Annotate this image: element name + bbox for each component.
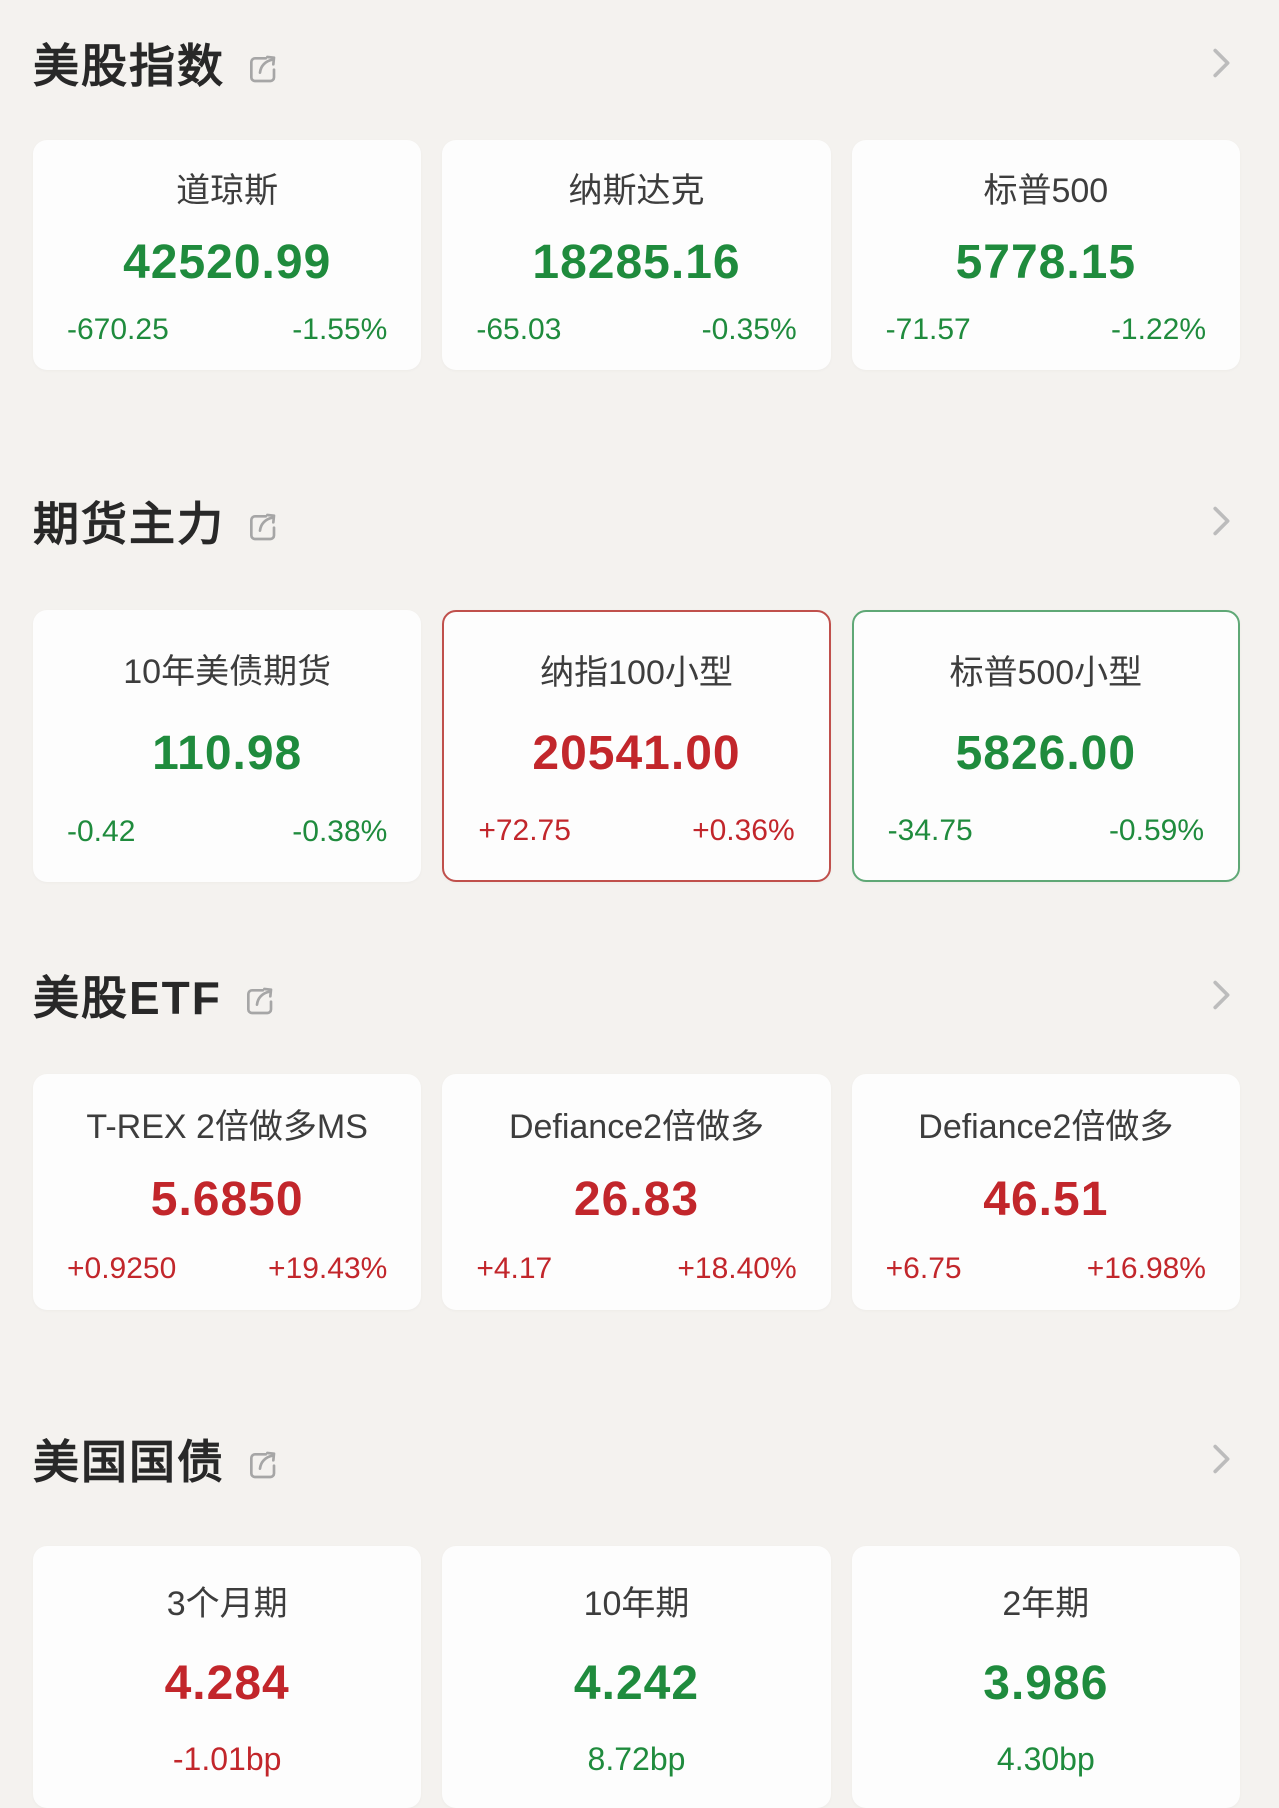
market-section: 美国国债 3个月期 4.284 -1.01bp 10年期 4.24 [0, 1426, 1279, 1808]
quote-card[interactable]: 道琼斯 42520.99 -670.25 -1.55% [33, 140, 422, 370]
card-list: 3个月期 4.284 -1.01bp 10年期 4.242 8.72bp 2年期… [0, 1546, 1279, 1808]
section-title: 美股ETF [33, 972, 222, 1024]
price-change-percent: -1.22% [1110, 313, 1206, 346]
share-icon[interactable] [243, 49, 283, 89]
price-change: 4.30bp [996, 1740, 1095, 1777]
price-change: +6.75 [885, 1251, 962, 1285]
price-change-percent: -0.59% [1108, 813, 1204, 847]
change-row: -1.01bp [33, 1741, 421, 1778]
last-price: 110.98 [152, 727, 303, 780]
quote-card[interactable]: 纳指100小型 20541.00 +72.75 +0.36% [442, 610, 831, 882]
change-row: 8.72bp [442, 1741, 830, 1778]
instrument-name: T-REX 2倍做多MS [86, 1107, 368, 1146]
market-section: 美股ETF T-REX 2倍做多MS 5.6850 +0.9250 +19.43… [0, 962, 1279, 1310]
last-price: 42520.99 [123, 236, 332, 289]
price-change: -670.25 [67, 313, 169, 346]
instrument-name: 标普500小型 [949, 653, 1143, 692]
price-change: +4.17 [476, 1251, 553, 1285]
price-change: -34.75 [887, 813, 973, 847]
chevron-right-icon[interactable] [1197, 972, 1243, 1018]
quote-card[interactable]: 3个月期 4.284 -1.01bp [33, 1546, 422, 1808]
instrument-name: 道琼斯 [176, 172, 279, 210]
share-icon[interactable] [243, 507, 283, 547]
instrument-name: Defiance2倍做多 [918, 1107, 1174, 1146]
price-change-percent: +16.98% [1086, 1251, 1206, 1285]
quote-card[interactable]: 2年期 3.986 4.30bp [851, 1546, 1240, 1808]
quote-card[interactable]: Defiance2倍做多 26.83 +4.17 +18.40% [442, 1074, 831, 1310]
change-row: +0.9250 +19.43% [33, 1252, 421, 1286]
price-change-percent: -0.38% [292, 814, 388, 848]
instrument-name: 纳指100小型 [540, 653, 733, 692]
change-row: -65.03 -0.35% [442, 313, 830, 347]
market-section: 美股指数 道琼斯 42520.99 -670.25 -1.55% 纳斯达克 [0, 30, 1279, 370]
change-row: +6.75 +16.98% [852, 1252, 1240, 1286]
quote-card[interactable]: 纳斯达克 18285.16 -65.03 -0.35% [442, 140, 831, 370]
instrument-name: 10年美债期货 [123, 652, 332, 691]
last-price: 5826.00 [955, 727, 1137, 780]
chevron-right-icon[interactable] [1197, 498, 1243, 544]
price-change: +0.9250 [67, 1251, 177, 1285]
instrument-name: Defiance2倍做多 [508, 1107, 765, 1146]
section-header: 美国国债 [0, 1426, 1279, 1492]
section-title: 期货主力 [33, 498, 225, 550]
price-change: -65.03 [476, 313, 562, 346]
chevron-right-icon[interactable] [1197, 40, 1243, 86]
change-row: +4.17 +18.40% [442, 1252, 830, 1286]
section-header: 美股指数 [0, 30, 1279, 96]
last-price: 46.51 [983, 1173, 1109, 1226]
instrument-name: 3个月期 [166, 1585, 288, 1624]
last-price: 5778.15 [955, 236, 1137, 289]
instrument-name: 10年期 [583, 1585, 690, 1624]
price-change: -71.57 [885, 313, 971, 346]
last-price: 4.242 [573, 1656, 700, 1710]
price-change: -0.42 [67, 814, 136, 848]
price-change: -1.01bp [172, 1740, 282, 1777]
share-icon[interactable] [240, 981, 280, 1021]
last-price: 18285.16 [532, 236, 741, 289]
instrument-name: 2年期 [1002, 1585, 1090, 1624]
change-row: -34.75 -0.59% [854, 814, 1238, 848]
card-list: 道琼斯 42520.99 -670.25 -1.55% 纳斯达克 18285.1… [0, 140, 1279, 370]
quote-card[interactable]: 10年期 4.242 8.72bp [442, 1546, 831, 1808]
section-title: 美股指数 [33, 40, 225, 92]
section-title: 美国国债 [33, 1436, 225, 1488]
quote-card[interactable]: Defiance2倍做多 46.51 +6.75 +16.98% [851, 1074, 1240, 1310]
price-change-percent: -1.55% [292, 313, 388, 346]
last-price: 26.83 [573, 1173, 700, 1226]
quote-card[interactable]: 标普500小型 5826.00 -34.75 -0.59% [851, 610, 1240, 882]
quote-card[interactable]: 标普500 5778.15 -71.57 -1.22% [851, 140, 1240, 370]
share-icon[interactable] [243, 1445, 283, 1485]
market-section: 期货主力 10年美债期货 110.98 -0.42 -0.38% 纳指100 [0, 488, 1279, 882]
section-header: 美股ETF [0, 962, 1279, 1028]
price-change: +72.75 [478, 813, 571, 847]
last-price: 5.6850 [150, 1173, 304, 1226]
last-price: 20541.00 [532, 727, 741, 780]
change-row: +72.75 +0.36% [444, 814, 828, 848]
chevron-right-icon[interactable] [1197, 1436, 1243, 1482]
quote-card[interactable]: T-REX 2倍做多MS 5.6850 +0.9250 +19.43% [33, 1074, 422, 1310]
change-row: -0.42 -0.38% [33, 815, 421, 849]
card-list: T-REX 2倍做多MS 5.6850 +0.9250 +19.43% Defi… [0, 1074, 1279, 1310]
instrument-name: 标普500 [983, 172, 1109, 210]
last-price: 3.986 [983, 1656, 1109, 1710]
last-price: 4.284 [164, 1656, 290, 1710]
price-change-percent: +18.40% [677, 1251, 797, 1285]
price-change-percent: +19.43% [268, 1251, 388, 1285]
instrument-name: 纳斯达克 [568, 172, 705, 210]
change-row: -670.25 -1.55% [33, 313, 421, 347]
price-change: 8.72bp [587, 1740, 686, 1777]
change-row: 4.30bp [852, 1741, 1240, 1778]
section-header: 期货主力 [0, 488, 1279, 554]
quote-card[interactable]: 10年美债期货 110.98 -0.42 -0.38% [33, 610, 422, 882]
price-change-percent: -0.35% [701, 313, 797, 346]
card-list: 10年美债期货 110.98 -0.42 -0.38% 纳指100小型 2054… [0, 610, 1279, 882]
change-row: -71.57 -1.22% [852, 313, 1240, 347]
price-change-percent: +0.36% [692, 813, 795, 847]
